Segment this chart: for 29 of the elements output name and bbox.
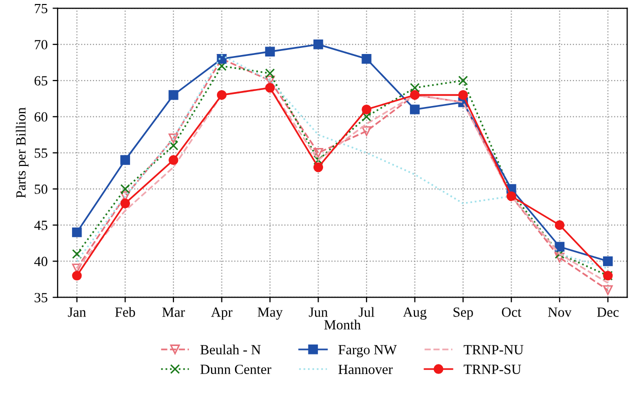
legend-label: TRNP-SU [464, 364, 522, 374]
legend-label: Hannover [338, 364, 393, 374]
legend-label: Fargo NW [338, 345, 397, 358]
y-tick-label: 65 [34, 76, 48, 86]
x-tick-label: Oct [502, 308, 522, 317]
x-tick-label: Mar [162, 308, 185, 317]
x-tick-label: Sep [454, 308, 473, 320]
x-tick-label: Jun [308, 308, 328, 317]
y-tick-label: 35 [34, 292, 48, 302]
y-tick-label: 55 [34, 148, 48, 158]
y-tick-label: 45 [34, 220, 48, 230]
x-tick-label: Dec [597, 308, 619, 317]
x-tick-label: May [258, 308, 283, 320]
y-tick-label: 70 [34, 40, 48, 50]
x-tick-label: Jul [358, 307, 374, 317]
x-tick-label: Apr [211, 308, 232, 320]
y-tick-label: 40 [34, 256, 48, 266]
legend-label: TRNP-NU [464, 345, 524, 354]
x-tick-label: Aug [402, 308, 426, 320]
y-tick-label: 75 [34, 4, 48, 14]
legend-label: Dunn Center [200, 364, 272, 374]
y-tick-label: 60 [34, 112, 48, 122]
x-tick-label: Feb [115, 307, 136, 317]
x-tick-label: Jan [68, 308, 86, 317]
y-axis-title: Parts per Billion [16, 108, 28, 198]
x-tick-label: Nov [548, 308, 572, 317]
y-tick-label: 50 [34, 184, 48, 194]
x-axis-title: Month [324, 320, 361, 330]
legend-label: Beulah - N [200, 344, 261, 354]
